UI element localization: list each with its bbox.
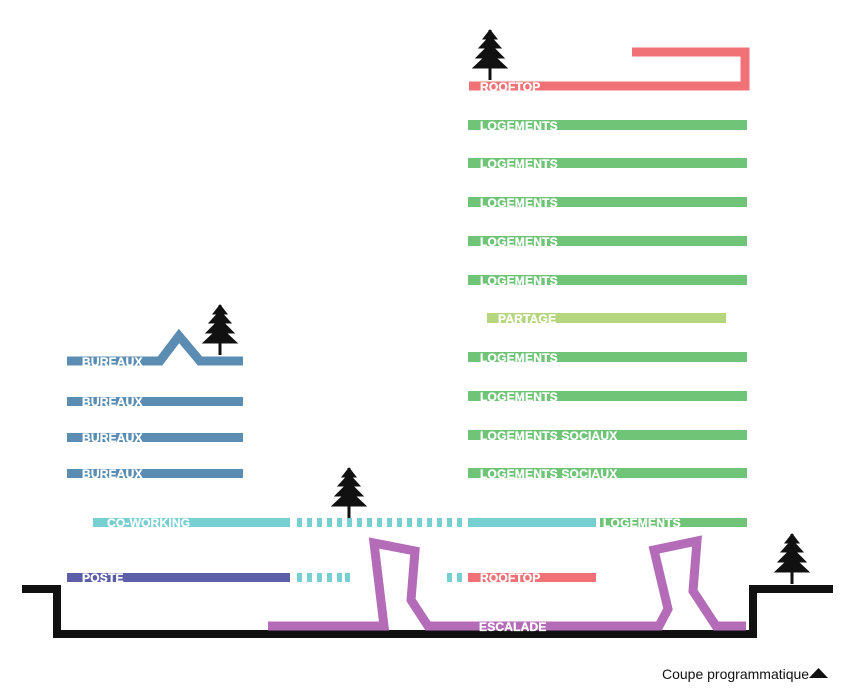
housing-bar-bottom (600, 518, 747, 527)
caption-text: Coupe programmatique (662, 666, 809, 682)
post-bar (67, 573, 290, 582)
label-housing-7: LOGEMENTS (480, 390, 558, 404)
label-climbing: ESCALADE (479, 620, 547, 634)
offices-floor-4 (67, 469, 243, 478)
social-housing-floor-1 (468, 430, 747, 440)
social-housing-floor-2 (468, 468, 747, 478)
label-social-housing-1: LOGEMENTS SOCIAUX (480, 429, 617, 443)
tree-icon (471, 29, 509, 80)
label-housing-3: LOGEMENTS (480, 196, 558, 210)
housing-floor-6 (468, 352, 747, 362)
tree-icon (201, 304, 239, 355)
offices-floor-2 (67, 397, 243, 406)
label-coworking: CO-WORKING (107, 516, 190, 530)
tree-icon (773, 533, 811, 584)
rooftop-low-bar (468, 573, 596, 582)
offices-roof-line (67, 328, 243, 366)
label-housing-1: LOGEMENTS (480, 119, 558, 133)
coworking-bar-right (468, 518, 596, 527)
ground-line (22, 585, 833, 638)
post-dashed-link (297, 573, 462, 582)
label-post: POSTE (82, 571, 124, 585)
label-offices-1: BUREAUX (82, 355, 143, 369)
housing-floor-3 (468, 197, 747, 207)
climbing-strip (268, 535, 746, 631)
label-rooftop-top: ROOFTOP (480, 80, 541, 94)
coworking-dashed-link (297, 518, 462, 527)
rooftop-top-bar (469, 47, 750, 91)
label-offices-3: BUREAUX (82, 431, 143, 445)
label-social-housing-2: LOGEMENTS SOCIAUX (480, 467, 617, 481)
shared-floor (487, 313, 726, 323)
label-housing-6: LOGEMENTS (480, 351, 558, 365)
label-shared: PARTAGE (498, 312, 556, 326)
housing-floor-1 (468, 120, 747, 130)
label-housing-2: LOGEMENTS (480, 157, 558, 171)
housing-floor-4 (468, 236, 747, 246)
label-offices-2: BUREAUX (82, 395, 143, 409)
coworking-bar-left (93, 518, 290, 527)
triangle-up-icon (809, 668, 828, 678)
label-housing-5: LOGEMENTS (480, 274, 558, 288)
label-housing-bottom: LOGEMENTS (603, 516, 681, 530)
label-housing-4: LOGEMENTS (480, 235, 558, 249)
housing-floor-5 (468, 275, 747, 285)
offices-floor-3 (67, 433, 243, 442)
label-rooftop-low: ROOFTOP (480, 571, 541, 585)
housing-floor-7 (468, 391, 747, 401)
tree-icon (330, 467, 368, 518)
label-offices-4: BUREAUX (82, 467, 143, 481)
housing-floor-2 (468, 158, 747, 168)
